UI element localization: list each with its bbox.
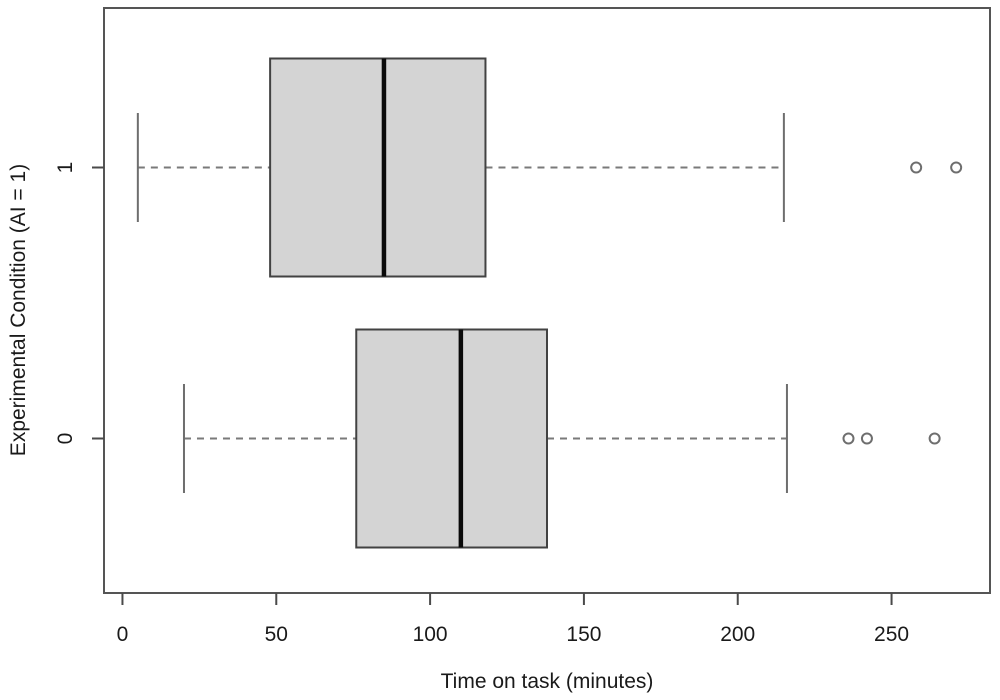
outlier-point xyxy=(928,432,941,445)
x-axis-title: Time on task (minutes) xyxy=(441,670,654,693)
x-axis-tick-label: 200 xyxy=(720,623,755,646)
chart-content: 0 50 100 150 200 250 0 1 xyxy=(54,57,963,646)
x-axis-tick-label: 250 xyxy=(874,623,909,646)
outlier-point xyxy=(950,161,963,174)
outlier-point xyxy=(842,432,855,445)
iqr-box xyxy=(355,328,548,549)
y-axis-title: Experimental Condition (AI = 1) xyxy=(7,164,30,456)
x-axis-tick-label: 150 xyxy=(566,623,601,646)
y-axis-tick-label: 0 xyxy=(54,433,77,445)
x-axis-tick-label: 100 xyxy=(413,623,448,646)
outlier-point xyxy=(910,161,923,174)
outlier-point xyxy=(860,432,873,445)
x-axis-tick-label: 0 xyxy=(117,623,129,646)
x-axis-tick-label: 50 xyxy=(265,623,288,646)
iqr-box xyxy=(269,57,487,278)
plot-frame xyxy=(103,7,991,594)
y-axis-tick-label: 1 xyxy=(54,162,77,174)
